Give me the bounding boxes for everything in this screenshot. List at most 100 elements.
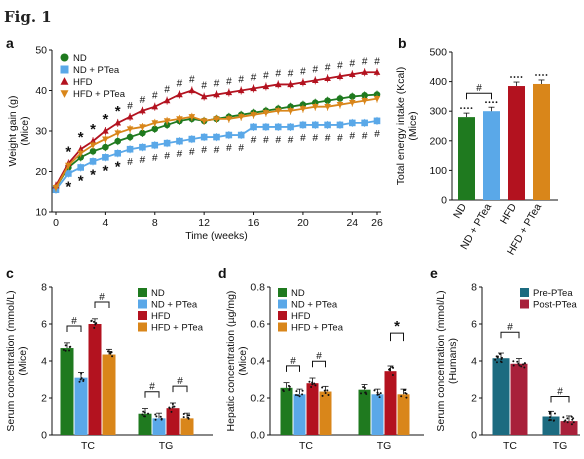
panel-a-point [336,72,344,79]
panel-e-x-tick-label: TC [503,440,517,452]
panel-a-point [361,97,368,105]
panel-e-bracket-label: # [557,387,563,398]
panel-a-point [163,118,171,125]
panel-b: b 0 100 200 300 400 500 Total energy intake (Kc… [395,35,558,257]
panel-a-point [176,137,183,145]
panel-a-point [188,114,196,121]
panel-d-dot [308,380,311,383]
panel-d-bracket-label: * [394,318,400,335]
panel-d-y-tick-label: 0.8 [250,282,265,294]
panel-d-dot [364,391,367,394]
panel-d-dot [288,388,291,391]
panel-b-y-tick-label: 200 [429,135,447,147]
panel-d-y-axis-label: Hepatic concentration (µg/mg) [225,291,237,432]
panel-a-point [77,150,84,157]
panel-a-hash-upper: # [288,68,294,79]
panel-d-dot [377,393,380,396]
panel-b-y-tick-label: 300 [429,106,447,118]
panel-e-dot [562,416,565,419]
panel-c-dot [64,349,67,352]
panel-e-letter: e [430,265,438,281]
panel-a-hash-upper: # [226,77,232,88]
panel-a-point [274,80,282,88]
panel-a-point [89,147,97,155]
panel-a-hash-lower: # [238,143,244,154]
panel-b-dot [467,107,469,110]
panel-a-point [163,139,171,147]
panel-a-point [225,131,233,139]
panel-c-dot [154,418,157,421]
panel-e-dot [563,420,566,423]
panel-d-dot [321,394,324,397]
panel-d-dot [311,383,314,386]
panel-b-x-tick-label: ND [451,201,469,220]
panel-c-dot [155,415,158,418]
panel-b-dot [485,101,487,104]
panel-d-legend-item-label: ND + PTea [291,300,338,311]
panel-d-x-tick-label: TG [377,440,392,452]
panel-c-dot [147,412,150,415]
panel-a-point [139,124,146,131]
panel-a-x-tick-label: 8 [152,217,158,229]
panel-a-y-tick-label: 10 [35,207,47,219]
panel-a-point [349,93,356,100]
panel-a-point [102,127,109,134]
panel-a-point [225,116,233,123]
panel-a-point [336,95,344,102]
panel-c-y-axis-sublabel: (Mice) [17,346,29,375]
panel-a-point [213,116,220,123]
panel-d-y-tick-label: 0.6 [250,319,265,331]
panel-c-dot [187,417,190,420]
panel-e-legend-item-swatch [520,299,529,309]
panel-b-dot [517,76,519,78]
panel-a-hash-lower: # [189,147,195,158]
panel-d-dot [313,382,316,385]
panel-d-dot [405,392,408,395]
panel-b-y-tick-label: 0 [441,195,447,207]
panel-c-bar [152,418,166,435]
panel-e-dot [553,412,556,415]
panel-c-legend-item-swatch [138,299,147,309]
panel-c-bracket [94,301,110,308]
panel-a-point [324,104,331,111]
panel-d-dot [321,386,324,389]
panel-a-point [213,90,220,98]
panel-b-dot [510,76,512,78]
panel-a-hash-upper: # [189,75,195,86]
panel-d-dot [298,395,301,398]
panel-d-legend-item-swatch [278,311,287,320]
panel-a-point [163,121,171,129]
panel-a-hash-lower: # [288,135,294,146]
panel-b-dot [488,101,491,104]
panel-c-dot [111,355,114,358]
panel-a-point [163,96,171,104]
panel-a-hash-upper: # [337,60,343,71]
panel-c-dot [171,406,174,409]
panel-e-dot [496,356,499,359]
panel-c-legend-item-label: HFD [151,311,171,322]
panel-a-hash-upper: # [152,91,158,102]
panel-a-x-tick-label: 26 [371,217,383,229]
panel-a-point [139,143,146,151]
panel-a-point [225,88,233,96]
panel-a-point [361,68,368,75]
panel-a-point [188,86,196,94]
panel-a-point [89,158,97,165]
panel-a-point [324,121,331,129]
panel-b-dot [495,101,498,104]
panel-d-dot [323,389,326,392]
panel-b-bracket [466,92,492,100]
panel-a-point [126,145,134,153]
panel-b-dot [538,74,541,76]
panel-a-point [262,110,270,117]
panel-a-hash-lower: # [300,133,306,144]
panel-d-dot [301,393,304,396]
panel-d-y-tick-label: 0.4 [250,356,265,368]
panel-c-bracket [172,385,188,393]
panel-a-y-tick-label: 40 [35,85,47,97]
panel-a-hash-lower: # [164,151,170,162]
panel-e-dot [523,366,526,369]
panel-d-dot [400,395,403,398]
panel-a-point [349,119,356,127]
panel-c-dot [78,380,81,383]
